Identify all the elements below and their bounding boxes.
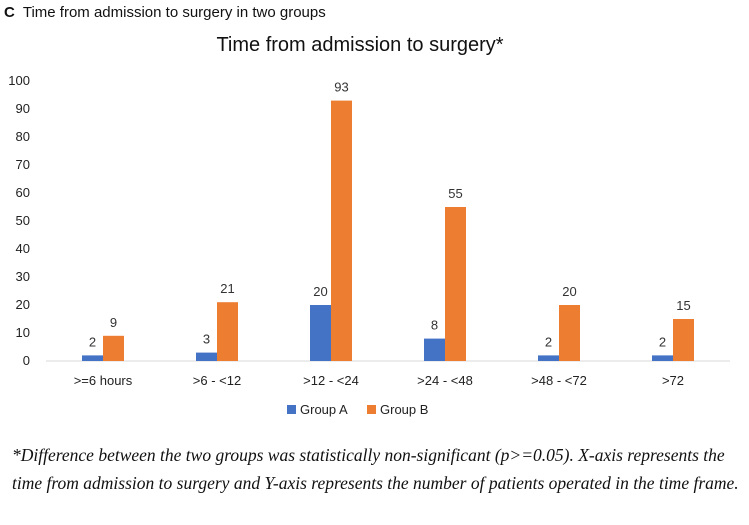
bar-group-a: [538, 355, 559, 361]
y-tick-label: 0: [23, 353, 30, 368]
bar-group-b: [217, 302, 238, 361]
legend-label: Group A: [300, 402, 348, 417]
data-label: 2: [89, 334, 96, 349]
x-tick-label: >12 - <24: [303, 373, 359, 388]
bar-group-a: [82, 355, 103, 361]
bar-group-b: [103, 335, 124, 361]
data-label: 20: [562, 284, 576, 299]
x-tick-label: >=6 hours: [74, 373, 133, 388]
x-tick-label: >72: [662, 373, 684, 388]
y-tick-label: 90: [16, 101, 30, 116]
caption: *Difference between the two groups was s…: [12, 445, 739, 493]
data-label: 55: [448, 186, 462, 201]
panel-label: C Time from admission to surgery in two g…: [4, 4, 326, 21]
legend-swatch: [367, 405, 376, 414]
y-tick-label: 100: [8, 73, 30, 88]
bar-group-b: [559, 305, 580, 361]
data-label: 9: [110, 315, 117, 330]
bar-group-a: [196, 352, 217, 361]
y-tick-label: 60: [16, 185, 30, 200]
data-label: 8: [431, 318, 438, 333]
legend-label: Group B: [380, 402, 428, 417]
x-axis-ticks: >=6 hours >6 - <12 >12 - <24 >24 - <48 >48 -…: [74, 373, 684, 388]
bar-group-a: [310, 305, 331, 361]
data-label: 15: [676, 298, 690, 313]
legend-swatch: [287, 405, 296, 414]
data-label: 93: [334, 80, 348, 95]
y-tick-label: 40: [16, 241, 30, 256]
data-label: 2: [545, 334, 552, 349]
data-label: 20: [313, 284, 327, 299]
panel-title: Time from admission to surgery in two gr…: [22, 4, 326, 21]
y-tick-label: 50: [16, 213, 30, 228]
y-tick-label: 80: [16, 129, 30, 144]
bar-group-a: [424, 338, 445, 361]
y-tick-label: 30: [16, 269, 30, 284]
y-tick-label: 70: [16, 157, 30, 172]
chart-title: Time from admission to surgery*: [216, 34, 504, 56]
x-tick-label: >6 - <12: [193, 373, 241, 388]
y-tick-label: 10: [16, 325, 30, 340]
data-label: 2: [659, 334, 666, 349]
legend: Group A Group B: [287, 402, 428, 417]
data-label: 21: [220, 281, 234, 296]
x-tick-label: >48 - <72: [531, 373, 587, 388]
bar-group-b: [445, 207, 466, 361]
y-tick-label: 20: [16, 297, 30, 312]
y-axis-ticks: 0 10 20 30 40 50 60 70 80 90 100: [8, 73, 30, 368]
x-tick-label: >24 - <48: [417, 373, 473, 388]
bar-group-a: [652, 355, 673, 361]
bar-group-b: [331, 100, 352, 361]
panel-letter: C: [4, 4, 15, 21]
data-label: 3: [203, 332, 210, 347]
bar-group-b: [673, 319, 694, 361]
